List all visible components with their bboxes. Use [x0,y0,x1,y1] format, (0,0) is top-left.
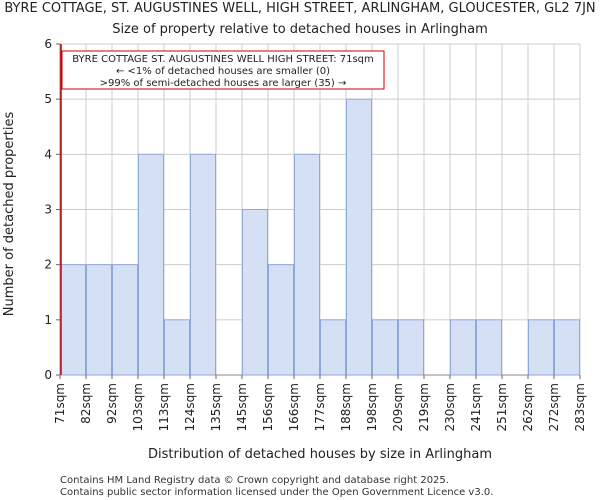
x-tick-label: 156sqm [261,383,275,431]
y-tick-label: 2 [44,258,52,272]
bar-177sqm [320,319,346,376]
x-tick-label: 272sqm [547,383,561,431]
footer-line-2: Contains public sector information licen… [60,487,493,498]
bar-82sqm [86,264,112,376]
x-tick-label: 209sqm [391,383,405,431]
bar-145sqm [242,209,268,376]
x-tick-label: 283sqm [573,383,587,431]
x-tick-label: 145sqm [235,383,249,431]
x-tick-label: 241sqm [469,383,483,431]
y-tick-label: 1 [44,313,52,327]
annotation-line-2: ← <1% of detached houses are smaller (0) [116,66,330,77]
bar-166sqm [294,153,320,376]
bar-124sqm [190,153,216,376]
bar-103sqm [138,153,164,376]
bar-188sqm [346,98,372,376]
x-tick-label: 103sqm [131,383,145,431]
bar-262sqm [528,319,554,376]
x-tick-label: 113sqm [157,383,171,431]
annotation-box: BYRE COTTAGE ST. AUGUSTINES WELL HIGH ST… [61,50,385,90]
bar-272sqm [554,319,580,376]
x-tick-label: 92sqm [105,383,119,424]
y-tick-label: 3 [44,203,52,217]
y-tick-label: 0 [44,368,52,382]
x-tick-label: 124sqm [183,383,197,431]
y-tick-label: 4 [44,147,52,161]
annotation-line-1: BYRE COTTAGE ST. AUGUSTINES WELL HIGH ST… [72,54,374,65]
x-tick-label: 262sqm [521,383,535,431]
bar-241sqm [476,319,502,376]
x-tick-label: 198sqm [365,383,379,431]
bar-92sqm [112,264,138,376]
chart-subtitle: Size of property relative to detached ho… [112,22,488,37]
bar-113sqm [164,319,190,376]
x-tick-label: 82sqm [79,383,93,424]
y-axis-label: Number of detached properties [2,112,17,317]
footer-line-1: Contains HM Land Registry data © Crown c… [60,475,449,486]
bar-71sqm [60,264,86,376]
y-tick-label: 6 [44,37,52,51]
bar-209sqm [398,319,424,376]
y-tick-label: 5 [44,92,52,106]
bar-230sqm [450,319,476,376]
x-tick-label: 71sqm [53,383,67,424]
x-tick-label: 135sqm [209,383,223,431]
bar-198sqm [372,319,398,376]
annotation-line-3: >99% of semi-detached houses are larger … [100,78,347,89]
x-tick-label: 219sqm [417,383,431,431]
x-tick-label: 188sqm [339,383,353,431]
y-axis-ticks: 0 1 2 3 4 5 6 [44,37,60,382]
x-tick-label: 230sqm [443,383,457,431]
bars [60,98,580,376]
bar-156sqm [268,264,294,376]
x-tick-label: 177sqm [313,383,327,431]
x-tick-label: 166sqm [287,383,301,431]
x-tick-label: 251sqm [495,383,509,431]
annotation-frame [61,50,385,90]
x-axis-ticks: 71sqm 82sqm 92sqm 103sqm 113sqm 124sqm 135sqm 1… [53,375,587,431]
chart-title: BYRE COTTAGE, ST. AUGUSTINES WELL, HIGH … [4,1,595,16]
x-axis-label: Distribution of detached houses by size … [148,447,492,462]
